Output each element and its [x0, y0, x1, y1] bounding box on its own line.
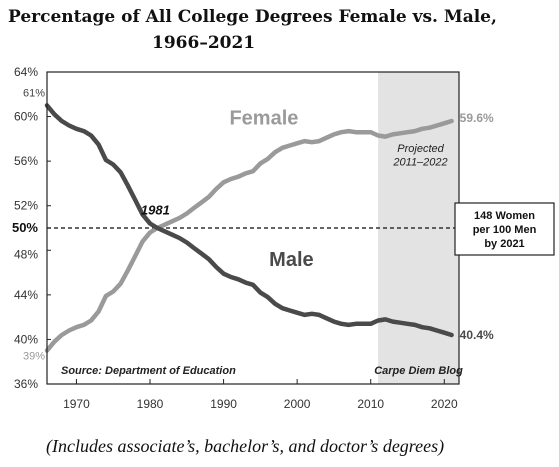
female-start-label: 39%	[23, 351, 45, 363]
y-tick-label: 44%	[14, 288, 38, 302]
x-tick-label: 2000	[284, 397, 311, 411]
y-tick-label: 56%	[14, 154, 38, 168]
y-tick-label: 48%	[14, 247, 38, 261]
female-series-line	[44, 118, 454, 353]
fifty-percent-label: 50%	[12, 220, 38, 235]
female-end-label: 59.6%	[460, 111, 494, 125]
chart-title-line2: 1966–2021	[152, 33, 256, 53]
callout-line-1: 148 Women	[474, 210, 535, 222]
x-tick-label: 1980	[137, 397, 164, 411]
y-tick-label: 64%	[14, 65, 38, 79]
chart-caption: (Includes associate’s, bachelor’s, and d…	[46, 436, 445, 456]
credit-note: Carpe Diem Blog	[374, 365, 463, 377]
male-end-label: 40.4%	[460, 328, 494, 342]
male-series-line	[44, 103, 454, 338]
x-tick-label: 2020	[431, 397, 458, 411]
female-series-label: Female	[229, 107, 298, 129]
series-group	[44, 103, 454, 353]
y-tick-label: 40%	[14, 332, 38, 346]
y-tick-label: 60%	[14, 110, 38, 124]
projection-label-line1: Projected	[397, 143, 444, 155]
y-tick-label: 36%	[14, 377, 38, 391]
x-tick-label: 1970	[63, 397, 90, 411]
annotation-group: Female Male 61% 39% 59.6% 40.4% 1981 Source: De…	[23, 87, 555, 377]
line-chart: Projected 2011–2022 36% 40% 44% 52% 56% 60% 64%…	[12, 65, 555, 411]
crossover-year-label: 1981	[141, 203, 170, 218]
male-start-label: 61%	[23, 87, 45, 99]
male-series-label: Male	[269, 249, 313, 271]
projection-label-line2: 2011–2022	[392, 157, 447, 169]
x-tick-label: 1990	[210, 397, 237, 411]
y-tick-label: 52%	[14, 199, 38, 213]
callout-line-3: by 2021	[484, 238, 524, 250]
source-note: Source: Department of Education	[61, 365, 236, 377]
callout-line-2: per 100 Men	[473, 224, 537, 236]
chart-title-line1: Percentage of All College Degrees Female…	[8, 7, 497, 27]
x-tick-label: 2010	[357, 397, 384, 411]
axis-group: 36% 40% 44% 52% 56% 60% 64% 48% 50% 1970 1980 1990 2…	[12, 65, 458, 411]
callout-box	[454, 202, 555, 256]
